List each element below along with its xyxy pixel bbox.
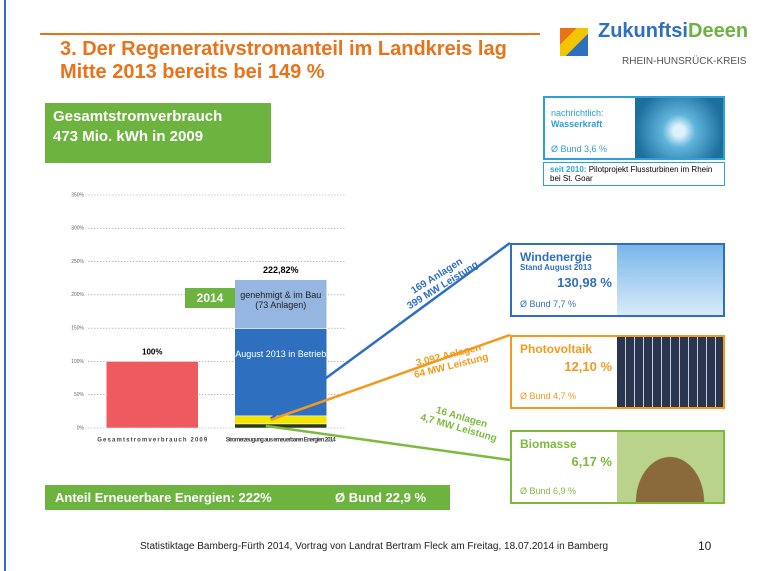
title-rule [40,33,540,35]
box-title: Biomasse [520,437,577,451]
y-tick-label: 200% [71,292,84,298]
page-number: 10 [698,539,712,553]
total-label: 222,82% [263,265,299,275]
slide-title: 3. Der Regenerativstromanteil im Landkre… [60,38,507,83]
connector [265,424,511,462]
footer: Statistiktage Bamberg-Fürth 2014, Vortra… [140,541,609,552]
bottom-right: Ø Bund 22,9 % [335,490,427,505]
slide-border [4,0,6,571]
summary-line: 473 Mio. kWh in 2009 [53,128,204,145]
box-bund: Ø Bund 3,6 % [551,144,608,154]
y-tick-label: 300% [71,226,84,232]
source-box: Photovoltaik 12,10 % Ø Bund 4,7 % [510,335,725,409]
bar-segment [106,361,199,429]
y-tick-label: 100% [71,359,84,365]
segment-label: August 2013 in Betrieb [235,348,327,359]
logo-word: ZukunftsiDeeen [598,20,748,43]
x-tick-label: Stromerzeugung aus erneuerbaren Energien… [226,438,337,444]
box-title: Wasserkraft [551,119,603,129]
value-label: 100% [142,348,162,357]
bottom-left: Anteil Erneuerbare Energien: 222% [55,490,272,505]
wasserkraft-box: nachrichtlich: Wasserkraft Ø Bund 3,6 % [543,96,725,160]
box-note: nachrichtlich: [551,108,604,118]
since-text: Pilotprojekt Flussturbinen im Rhein bei … [550,165,713,183]
box-title: Photovoltaik [520,342,593,356]
box-subtitle: Stand August 2013 [520,263,592,272]
y-tick-label: 350% [71,192,84,198]
logo-word-text: Zukunftsi [598,20,688,42]
box-bund: Ø Bund 7,7 % [520,299,577,309]
box-value: 130,98 % [557,275,612,290]
source-box: Windenergie Stand August 2013 130,98 % Ø Bu… [510,243,725,317]
box-value: 6,17 % [571,454,612,469]
segment-label: genehmigt & im Bau (73 Anlagen) [240,289,322,310]
y-tick-label: 250% [71,259,84,265]
box-image [617,432,723,502]
summary-box: Gesamtstromverbrauch 473 Mio. kWh in 200… [45,103,271,163]
since-label: seit 2010: [550,165,587,174]
x-tick-label: Gesamtstromverbrauch 2009 [97,438,208,444]
badge: 2014 [185,288,235,308]
logo-icon [560,28,588,56]
box-bund: Ø Bund 4,7 % [520,391,577,401]
water-image [635,98,723,158]
box-bund: Ø Bund 6,9 % [520,486,577,496]
y-tick-label: 0% [77,425,85,431]
logo: ZukunftsiDeeen RHEIN-HUNSRÜCK-KREIS [560,20,750,80]
y-tick-label: 50% [74,392,85,398]
summary-line: Gesamtstromverbrauch [53,108,223,125]
y-tick-label: 150% [71,325,84,331]
connector [270,333,511,422]
bar-segment [234,279,327,329]
connector [270,241,511,420]
box-value: 12,10 % [564,359,612,374]
wasserkraft-note: seit 2010: Pilotprojekt Flussturbinen im… [543,162,725,186]
box-image [617,245,723,315]
box-image [617,337,723,407]
box-title: Windenergie [520,250,592,264]
bottom-bar: Anteil Erneuerbare Energien: 222% Ø Bund… [45,485,450,510]
logo-tagline: RHEIN-HUNSRÜCK-KREIS [622,56,747,67]
source-box: Biomasse 6,17 % Ø Bund 6,9 % [510,430,725,504]
logo-accent: Deeen [688,20,749,42]
bar-segment [234,328,327,417]
